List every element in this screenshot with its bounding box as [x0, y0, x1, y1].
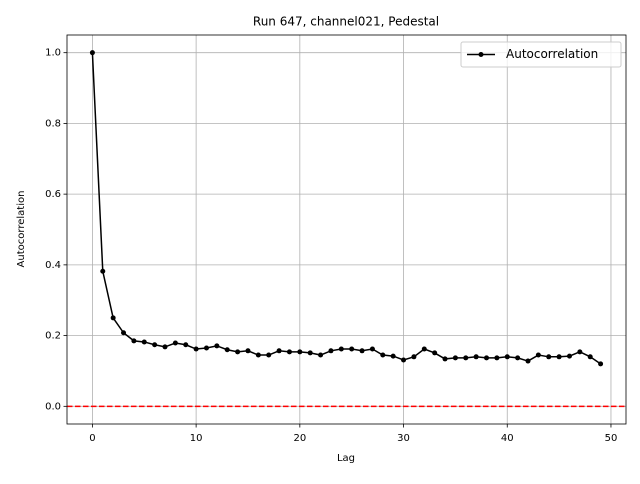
legend-marker	[478, 52, 484, 57]
data-point	[577, 349, 583, 355]
data-point	[276, 348, 282, 354]
data-point	[318, 352, 324, 358]
data-point	[463, 355, 469, 361]
data-point	[598, 361, 604, 367]
data-point	[369, 346, 375, 352]
data-point	[224, 347, 230, 353]
data-point	[411, 354, 417, 360]
data-point	[473, 354, 479, 360]
data-point	[494, 355, 500, 361]
y-tick-label: 0.6	[45, 189, 61, 200]
data-point	[121, 330, 127, 336]
x-tick-label: 50	[605, 433, 618, 444]
data-point	[131, 338, 137, 344]
data-point	[566, 353, 572, 359]
x-tick-label: 40	[501, 433, 514, 444]
y-tick-label: 0.8	[45, 118, 61, 129]
y-tick-label: 1.0	[45, 48, 61, 59]
data-point	[587, 354, 593, 360]
data-point	[535, 352, 541, 358]
legend-box	[460, 41, 622, 68]
data-point	[100, 268, 106, 274]
data-point	[380, 352, 386, 358]
data-point	[297, 349, 303, 355]
data-point	[338, 346, 344, 352]
data-point	[255, 352, 261, 358]
data-point	[452, 355, 458, 361]
y-tick-label: 0.0	[45, 401, 61, 412]
data-point	[89, 50, 95, 56]
data-point	[442, 356, 448, 362]
data-point	[359, 348, 365, 354]
data-point	[141, 339, 147, 345]
y-axis-label: Autocorrelation	[16, 191, 27, 268]
data-point	[266, 352, 272, 358]
x-tick-label: 0	[89, 433, 95, 444]
chart-title: Run 647, channel021, Pedestal	[253, 15, 439, 29]
data-point	[401, 357, 407, 363]
y-tick-label: 0.2	[45, 331, 61, 342]
x-axis-label: Lag	[337, 453, 355, 464]
data-point	[328, 348, 334, 354]
data-point	[504, 354, 510, 360]
data-point	[235, 349, 241, 355]
data-point	[203, 345, 209, 351]
x-tick-label: 20	[293, 433, 306, 444]
data-point	[515, 355, 521, 361]
data-point	[162, 344, 168, 350]
data-point	[432, 350, 438, 356]
x-tick-label: 30	[397, 433, 410, 444]
x-tick-label: 10	[190, 433, 203, 444]
data-point	[546, 354, 552, 360]
data-point	[110, 315, 116, 321]
data-point	[214, 343, 220, 349]
data-point	[286, 349, 292, 355]
data-point	[484, 355, 490, 361]
data-point	[421, 346, 427, 352]
plot-frame	[66, 34, 627, 425]
data-point	[307, 350, 313, 356]
data-point	[556, 354, 562, 360]
data-point	[245, 348, 251, 354]
data-point	[152, 342, 158, 348]
y-tick-label: 0.4	[45, 260, 61, 271]
data-point	[183, 342, 189, 348]
data-point	[172, 340, 178, 346]
data-point	[525, 358, 531, 364]
legend-label: Autocorrelation	[506, 47, 598, 61]
data-point	[390, 353, 396, 359]
data-point	[349, 346, 355, 352]
data-point	[193, 346, 199, 352]
